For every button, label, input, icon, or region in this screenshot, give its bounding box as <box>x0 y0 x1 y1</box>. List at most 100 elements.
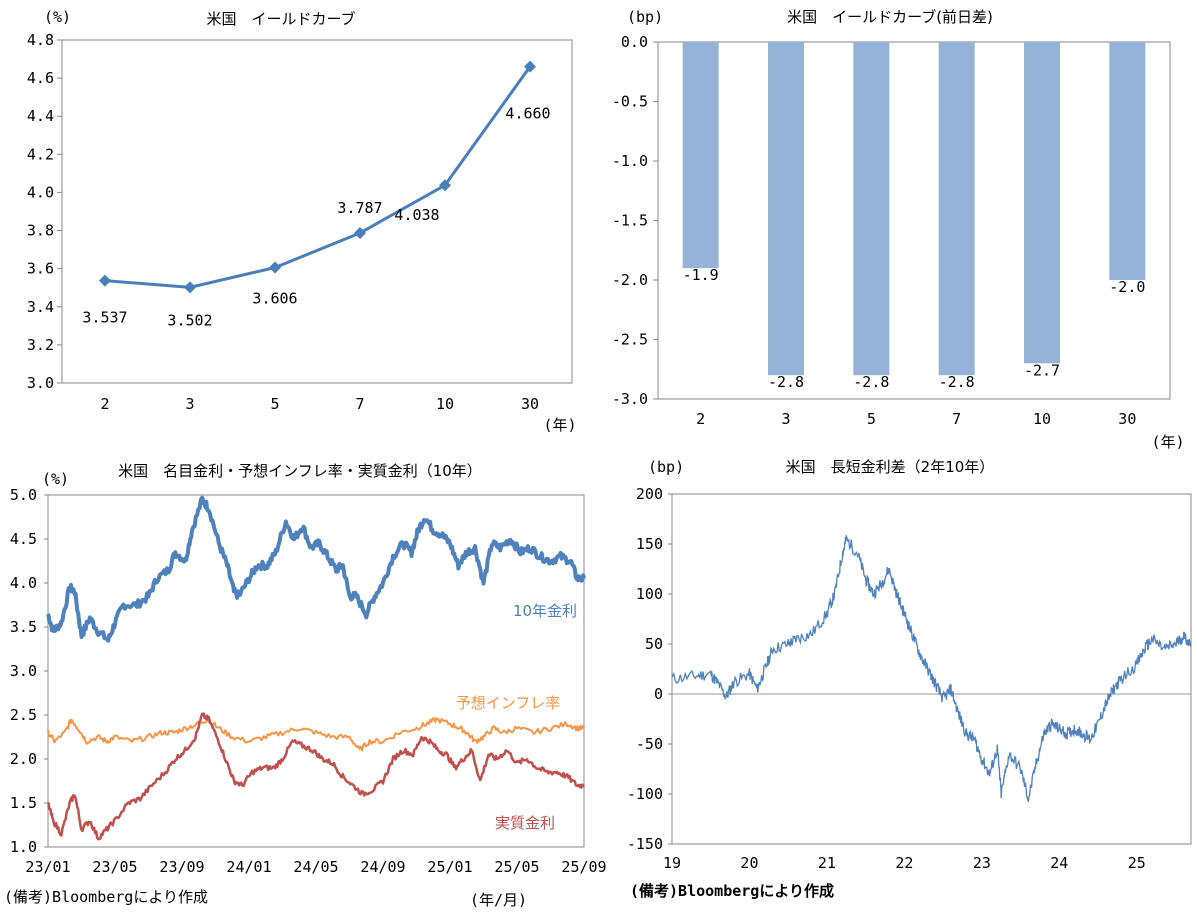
chart2-x-tick-label: 7 <box>952 410 961 428</box>
chart4-source-note: (備考)Bloombergにより作成 <box>630 882 835 900</box>
chart3-legend-inflation: 予想インフレ率 <box>456 694 561 712</box>
chart1-data-label: 4.660 <box>505 105 550 123</box>
chart2-x-tick-label: 3 <box>781 410 790 428</box>
chart3-x-tick-label: 23/01 <box>25 858 70 876</box>
chart1-y-tick-label: 4.6 <box>27 69 54 87</box>
chart2-y-tick-label: 0.0 <box>621 33 648 51</box>
chart4-y-tick-label: 100 <box>636 585 663 603</box>
chart4-x-tick-label: 23 <box>973 854 991 872</box>
chart4-y-tick-label: 150 <box>636 535 663 553</box>
chart3-legend-real: 実質金利 <box>495 814 555 832</box>
chart1-y-tick-label: 4.0 <box>27 183 54 201</box>
chart3-y-tick-label: 2.0 <box>10 750 37 768</box>
chart1-x-tick-label: 10 <box>436 395 454 413</box>
chart2-bar <box>1024 42 1060 364</box>
chart4-x-tick-label: 21 <box>818 854 836 872</box>
chart3-y-tick-label: 3.5 <box>10 618 37 636</box>
chart1-data-label: 3.787 <box>337 199 382 217</box>
chart1-y-tick-label: 3.8 <box>27 222 54 240</box>
chart2-plot-area <box>657 41 1171 400</box>
chart1-y-tick-label: 3.0 <box>27 374 54 392</box>
chart1-y-tick-label: 3.6 <box>27 260 54 278</box>
chart2-y-tick-label: -1.0 <box>612 152 648 170</box>
chart4-x-tick-label: 19 <box>663 854 681 872</box>
chart3-x-tick-label: 24/01 <box>226 858 271 876</box>
chart4-y-tick-label: 50 <box>645 635 663 653</box>
chart1-plot-area <box>61 39 573 384</box>
chart2-x-tick-label: 2 <box>696 410 705 428</box>
chart3-y-tick-label: 5.0 <box>10 486 37 504</box>
chart2-y-tick-label: -3.0 <box>612 390 648 408</box>
chart1-markers: 3.537 3.502 3.606 3.787 4.038 4.660 <box>82 60 551 329</box>
chart4-y-tick-label: -150 <box>627 835 663 853</box>
chart2-bar <box>938 42 975 376</box>
chart1-x-tick-label: 3 <box>185 395 194 413</box>
chart3-line-inflation <box>47 717 585 752</box>
chart2-data-label: -2.8 <box>853 373 889 391</box>
chart1-data-label: 3.502 <box>167 311 212 329</box>
chart1-data-label: 3.606 <box>252 290 297 308</box>
chart1-point <box>524 60 536 73</box>
chart1-series-line <box>104 65 532 289</box>
chart2-y-tick-label: -2.0 <box>612 271 648 289</box>
chart3-x-tick-label: 24/09 <box>360 858 405 876</box>
chart2-bar <box>768 42 804 376</box>
chart2-bar <box>853 42 890 376</box>
chart3-x-tick-label: 25/01 <box>427 858 472 876</box>
chart1-title: 米国 イールドカーブ <box>206 10 355 28</box>
chart2-x-tick-label: 5 <box>867 410 876 428</box>
chart1-x-tick-label: 30 <box>521 395 539 413</box>
chart3-line-nominal <box>46 495 586 643</box>
chart3-y-tick-label: 4.5 <box>10 530 37 548</box>
chart4-title: 米国 長短金利差（2年10年） <box>786 458 995 476</box>
chart4-y-tick-label: 0 <box>654 685 663 703</box>
chart-yield-change: 米国 イールドカーブ(前日差) (bp) 0.0 -0.5 -1.0 -1.5 -2.0… <box>612 8 1185 451</box>
chart3-y-tick-label: 2.5 <box>10 706 37 724</box>
chart3-line-real <box>47 712 585 841</box>
chart3-x-tick-label: 25/05 <box>494 858 539 876</box>
chart1-point <box>99 274 111 287</box>
chart4-plot-area <box>671 493 1192 845</box>
chart4-y-tick-label: -50 <box>636 735 663 753</box>
chart2-data-label: -1.9 <box>683 266 719 284</box>
chart1-y-tick-label: 4.8 <box>27 31 54 49</box>
chart1-data-label: 4.038 <box>394 206 439 224</box>
chart3-series <box>46 495 586 841</box>
chart2-bar <box>682 42 719 269</box>
chart1-x-unit-label: (年) <box>543 416 576 434</box>
chart3-y-tick-label: 4.0 <box>10 574 37 592</box>
chart2-x-tick-label: 10 <box>1033 410 1051 428</box>
chart1-x-tick-label: 5 <box>270 395 279 413</box>
chart1-x-tick-label: 2 <box>100 395 109 413</box>
chart3-y-tick-label: 1.5 <box>10 794 37 812</box>
chart3-unit-label: (%) <box>42 470 69 488</box>
chart1-y-tick-label: 4.4 <box>27 107 54 125</box>
chart1-data-label: 3.537 <box>82 309 127 327</box>
chart2-y-axis: 0.0 -0.5 -1.0 -1.5 -2.0 -2.5 -3.0 <box>612 33 658 408</box>
chart3-y-axis: 1.0 1.5 2.0 2.5 3.0 3.5 4.0 4.5 5.0 <box>10 486 48 856</box>
chart3-y-tick-label: 3.0 <box>10 662 37 680</box>
chart2-bars: -1.9 -2.8 -2.8 -2.8 -2.7 -2.0 <box>682 42 1146 391</box>
chart3-source-note: (備考)Bloombergにより作成 <box>4 888 209 906</box>
chart4-x-tick-label: 20 <box>740 854 758 872</box>
chart-yield-curve: 米国 イールドカーブ (%) 3.0 3.2 3.4 3.6 3.8 4.0 4.2 4.4 4… <box>27 8 577 434</box>
chart2-data-label: -2.8 <box>939 373 975 391</box>
chart1-point <box>184 281 196 294</box>
chart3-x-axis: 23/01 23/05 23/09 24/01 24/05 24/09 25/01 25/05… <box>25 858 606 876</box>
chart1-point <box>354 227 366 240</box>
chart2-x-tick-label: 30 <box>1118 410 1136 428</box>
chart2-y-tick-label: -2.5 <box>612 331 648 349</box>
chart1-point <box>269 261 281 274</box>
chart2-y-tick-label: -1.5 <box>612 212 648 230</box>
chart-term-spread: 米国 長短金利差（2年10年） (bp) 200 150 100 50 0 -50 -100… <box>627 458 1192 872</box>
chart1-x-axis: 2 3 5 7 10 30 <box>100 395 539 413</box>
chart4-x-tick-label: 25 <box>1128 854 1146 872</box>
chart2-x-axis: 2 3 5 7 10 30 <box>696 410 1136 428</box>
chart2-x-unit-label: (年) <box>1151 433 1184 451</box>
chart4-y-tick-label: -100 <box>627 785 663 803</box>
chart2-bar <box>1109 42 1146 280</box>
chart4-y-axis: 200 150 100 50 0 -50 -100 -150 <box>627 485 1191 853</box>
chart3-x-tick-label: 24/05 <box>293 858 338 876</box>
chart1-point <box>439 179 451 192</box>
chart2-data-label: -2.8 <box>768 373 804 391</box>
